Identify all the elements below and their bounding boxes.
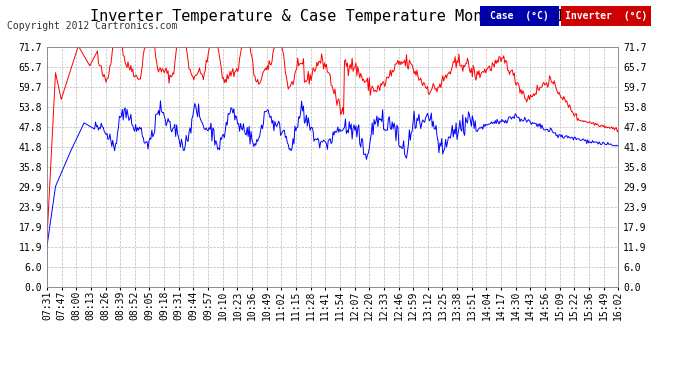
Text: Inverter Temperature & Case Temperature Mon Dec 10 16:07: Inverter Temperature & Case Temperature …: [90, 9, 600, 24]
Text: Copyright 2012 Cartronics.com: Copyright 2012 Cartronics.com: [7, 21, 177, 31]
Text: Inverter  (°C): Inverter (°C): [564, 11, 647, 21]
Text: Case  (°C): Case (°C): [490, 11, 549, 21]
